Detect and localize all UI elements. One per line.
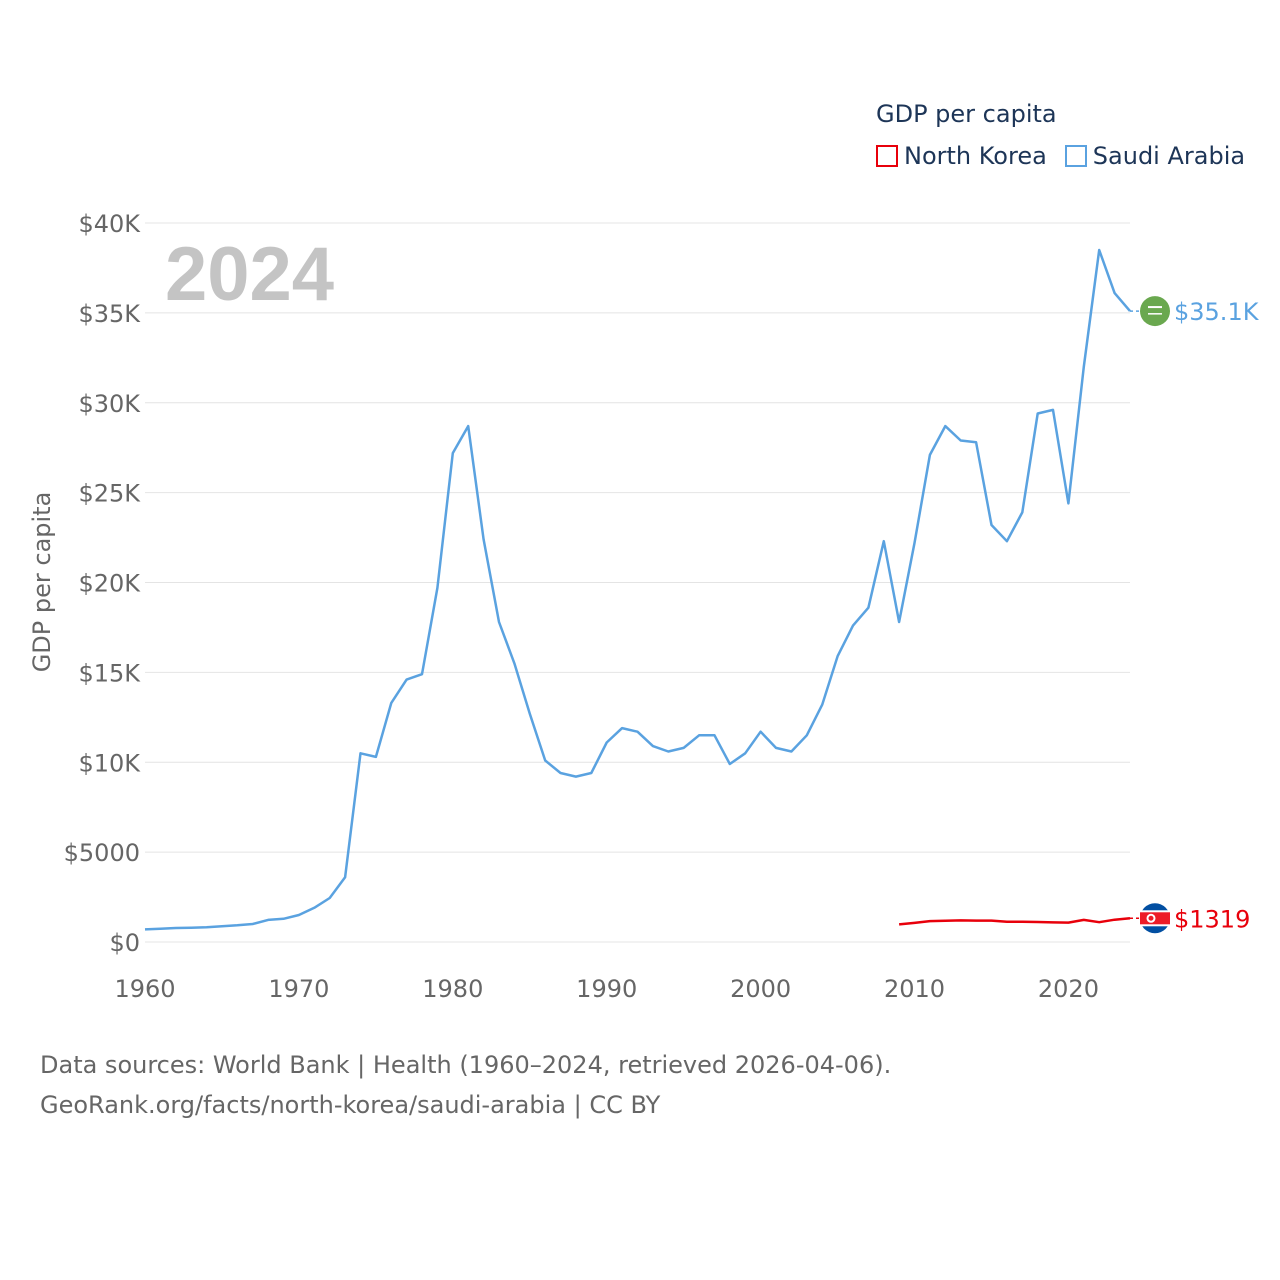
legend: North Korea Saudi Arabia	[876, 142, 1245, 170]
legend-title: GDP per capita	[876, 100, 1057, 128]
legend-label-saudi-arabia: Saudi Arabia	[1092, 142, 1246, 170]
end-value-label-north-korea: $1319	[1174, 905, 1250, 933]
legend-label-north-korea: North Korea	[904, 142, 1047, 170]
y-tick-label: $10K	[78, 749, 141, 777]
x-tick-label: 1960	[114, 975, 175, 1003]
y-tick-label: $40K	[78, 210, 141, 238]
y-tick-label: $30K	[78, 390, 141, 418]
end-value-label-saudi-arabia: $35.1K	[1174, 298, 1260, 326]
y-tick-label: $35K	[78, 300, 141, 328]
x-tick-label: 2010	[884, 975, 945, 1003]
year-label: 2024	[165, 232, 334, 317]
flag-script	[1148, 306, 1162, 309]
source-url: GeoRank.org/facts/north-korea/saudi-arab…	[40, 1091, 661, 1119]
series-line-saudi-arabia	[144, 248, 1131, 931]
x-tick-label: 1970	[268, 975, 329, 1003]
line-chart: $0 $5000 $10K $15K $20K $25K $30K $35K $40K 1960 1…	[28, 210, 1260, 1003]
x-tick-label: 1990	[576, 975, 637, 1003]
legend-swatch-north-korea	[876, 145, 898, 167]
source-line: Data sources: World Bank | Health (1960–…	[40, 1051, 892, 1079]
y-tick-label: $15K	[78, 659, 141, 687]
legend-item-north-korea[interactable]: North Korea	[876, 142, 1047, 170]
data-sources: Data sources: World Bank | Health (1960–…	[40, 1045, 891, 1125]
y-tick-label: $0	[109, 929, 140, 957]
saudi-arabia-flag-icon	[1140, 296, 1170, 327]
y-tick-label: $25K	[78, 480, 141, 508]
x-tick-label: 1980	[422, 975, 483, 1003]
x-tick-label: 2020	[1038, 975, 1099, 1003]
x-tick-label: 2000	[730, 975, 791, 1003]
flag-star	[1148, 915, 1154, 921]
legend-item-saudi-arabia[interactable]: Saudi Arabia	[1064, 142, 1246, 170]
y-tick-label: $20K	[78, 570, 141, 598]
y-tick-label: $5000	[64, 839, 140, 867]
y-axis-label: GDP per capita	[28, 492, 56, 673]
series-line-north-korea	[898, 917, 1131, 926]
flag-sword	[1148, 313, 1162, 315]
legend-swatch-saudi-arabia	[1064, 145, 1087, 167]
